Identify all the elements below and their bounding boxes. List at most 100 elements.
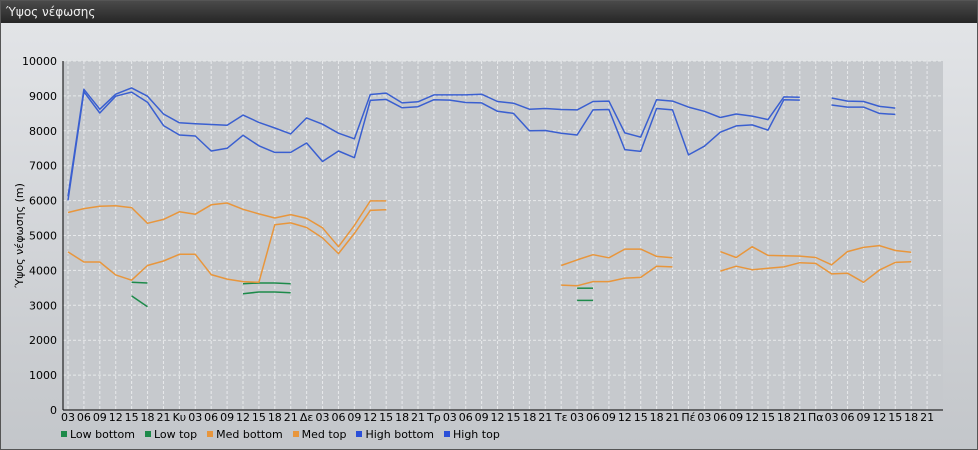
x-tick-label: 06 <box>331 411 345 424</box>
y-tick-label: 10000 <box>22 55 57 68</box>
x-tick-label: 03 <box>316 411 330 424</box>
x-tick-label: 12 <box>109 411 123 424</box>
x-tick-label: 15 <box>761 411 775 424</box>
y-tick-label: 8000 <box>29 125 57 138</box>
x-tick-label: 06 <box>713 411 727 424</box>
legend-item: Low bottom <box>61 427 135 441</box>
series-line-low-bottom-seg2 <box>242 291 291 295</box>
x-tick-label: 09 <box>347 411 361 424</box>
x-tick-label: 15 <box>379 411 393 424</box>
x-tick-label: 15 <box>506 411 520 424</box>
x-tick-label: Πέ <box>681 411 695 424</box>
x-tick-label: 09 <box>729 411 743 424</box>
legend-item: High bottom <box>356 427 434 441</box>
x-tick-label: 03 <box>188 411 202 424</box>
y-tick-label: 4000 <box>29 264 57 277</box>
y-tick-label: 3000 <box>29 299 57 312</box>
series-line-med-top <box>720 244 912 266</box>
x-tick-label: 09 <box>93 411 107 424</box>
y-tick-label: 0 <box>50 404 57 417</box>
legend-item: Low top <box>144 427 198 441</box>
y-tick-label: 7000 <box>29 160 57 173</box>
x-tick-label: 09 <box>220 411 234 424</box>
y-tick-label: 9000 <box>29 90 57 103</box>
series-line-high-top <box>831 97 896 109</box>
x-tick-label: 21 <box>284 411 298 424</box>
y-tick-label: 2000 <box>29 334 57 347</box>
x-tick-label: 06 <box>204 411 218 424</box>
x-tick-label: Τε <box>554 411 568 424</box>
y-tick-label: 6000 <box>29 195 57 208</box>
legend-swatch <box>292 431 299 437</box>
x-tick-label: 21 <box>793 411 807 424</box>
series-line-low-top <box>131 281 148 284</box>
x-tick-label: 09 <box>856 411 870 424</box>
legend-label: High bottom <box>365 427 434 441</box>
x-tick-label: 21 <box>411 411 425 424</box>
series-line-high-bottom <box>831 104 896 116</box>
chart-legend: Low bottom Low top Med bottom Med top High b… <box>61 427 500 441</box>
x-tick-label: 18 <box>650 411 664 424</box>
x-tick-label: 03 <box>570 411 584 424</box>
x-tick-label: 18 <box>268 411 282 424</box>
legend-item: Med bottom <box>207 427 283 441</box>
x-tick-label: 12 <box>363 411 377 424</box>
x-tick-label: 03 <box>697 411 711 424</box>
x-tick-label: 12 <box>618 411 632 424</box>
x-tick-label: 18 <box>904 411 918 424</box>
series-line-low-bottom <box>131 295 148 308</box>
legend-label: Low top <box>153 427 198 441</box>
legend-item: High top <box>444 427 500 441</box>
legend-swatch <box>356 431 363 437</box>
x-tick-label: 03 <box>825 411 839 424</box>
series-line-med-top <box>67 200 387 248</box>
x-tick-label: Κυ <box>173 411 187 424</box>
x-tick-label: Δε <box>300 411 314 424</box>
series-line-high-top <box>67 87 800 197</box>
x-tick-label: 21 <box>666 411 680 424</box>
x-tick-label: 21 <box>538 411 552 424</box>
legend-swatch <box>444 431 450 437</box>
x-tick-label: 18 <box>141 411 155 424</box>
series-line-med-bottom <box>67 208 387 284</box>
series-line-high-bottom <box>67 90 800 201</box>
x-tick-label: 09 <box>475 411 489 424</box>
window-title: Ύψος νέφωσης <box>1 1 977 23</box>
x-tick-label: 15 <box>252 411 266 424</box>
x-tick-label: 18 <box>395 411 409 424</box>
legend-swatch <box>207 431 214 437</box>
x-tick-label: 06 <box>586 411 600 424</box>
series-line-med-bottom <box>561 265 673 287</box>
x-tick-label: 18 <box>522 411 536 424</box>
x-tick-label: 12 <box>491 411 505 424</box>
x-tick-label: 06 <box>77 411 91 424</box>
x-tick-label: 21 <box>156 411 170 424</box>
x-tick-label: 12 <box>872 411 886 424</box>
legend-swatch <box>144 431 151 437</box>
legend-swatch <box>61 431 67 437</box>
series-line-med-top <box>560 248 673 267</box>
y-axis-label: Ύψος νέφωσης (m) <box>13 183 26 289</box>
y-tick-label: 1000 <box>29 369 57 382</box>
x-tick-label: 15 <box>888 411 902 424</box>
x-tick-label: 21 <box>920 411 934 424</box>
x-tick-label: 18 <box>777 411 791 424</box>
y-tick-label: 5000 <box>29 230 57 243</box>
legend-item: Med top <box>292 427 346 441</box>
x-tick-label: 03 <box>61 411 75 424</box>
x-tick-label: Πα <box>808 411 824 424</box>
x-tick-label: 12 <box>745 411 759 424</box>
legend-label: High top <box>453 427 500 441</box>
x-tick-label: 12 <box>236 411 250 424</box>
series-line-low-top-seg2 <box>242 282 291 285</box>
legend-label: Med bottom <box>216 427 283 441</box>
x-tick-label: 03 <box>443 411 457 424</box>
x-tick-label: 06 <box>459 411 473 424</box>
x-tick-label: Τρ <box>426 411 441 424</box>
series-line-med-bottom <box>720 260 912 284</box>
legend-label: Low bottom <box>70 427 135 441</box>
x-tick-label: 09 <box>602 411 616 424</box>
x-tick-label: 15 <box>125 411 139 424</box>
